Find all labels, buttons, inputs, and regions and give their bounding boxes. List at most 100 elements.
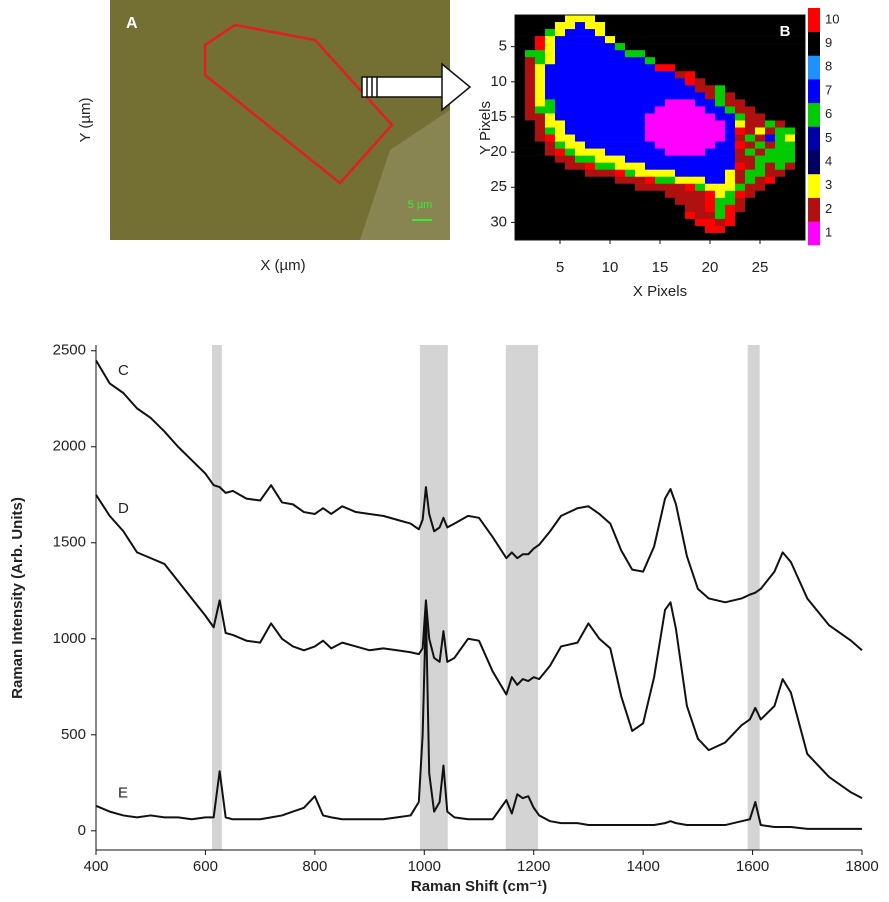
map-cell bbox=[565, 29, 576, 37]
map-cell bbox=[545, 148, 556, 156]
map-cell bbox=[625, 169, 636, 178]
map-cell bbox=[535, 218, 546, 227]
map-cell bbox=[685, 134, 696, 142]
map-cell bbox=[615, 36, 626, 44]
map-cell bbox=[625, 141, 636, 149]
map-cell bbox=[665, 183, 676, 192]
map-cell bbox=[595, 64, 606, 72]
map-cell bbox=[685, 127, 696, 135]
x-tick-label: 10 bbox=[602, 259, 619, 276]
map-cell bbox=[625, 176, 636, 185]
map-cell bbox=[655, 162, 666, 170]
map-cell bbox=[515, 15, 526, 23]
map-cell bbox=[645, 204, 656, 213]
map-cell bbox=[795, 169, 806, 178]
map-cell bbox=[565, 64, 576, 72]
map-cell bbox=[795, 99, 806, 107]
map-cell bbox=[525, 106, 536, 114]
map-cell bbox=[635, 113, 646, 121]
map-cell bbox=[615, 43, 626, 51]
map-cell bbox=[605, 43, 616, 51]
map-cell bbox=[595, 15, 606, 23]
map-cell bbox=[645, 29, 656, 37]
map-cell bbox=[705, 57, 716, 65]
map-cell bbox=[605, 113, 616, 121]
cluster-map: 5 10 15 20 25 5 10 15 20 25 30 1 2 3 4 5 6 7 8 9 10 bbox=[490, 8, 839, 276]
map-cell bbox=[695, 85, 706, 93]
map-cell bbox=[745, 176, 756, 185]
map-cell bbox=[535, 22, 546, 30]
map-cell bbox=[725, 43, 736, 51]
map-cell bbox=[745, 29, 756, 37]
map-cell bbox=[515, 113, 526, 121]
map-cell bbox=[625, 29, 636, 37]
map-cell bbox=[675, 127, 686, 135]
map-cell bbox=[595, 225, 606, 234]
map-cell bbox=[785, 176, 796, 185]
map-cell bbox=[735, 204, 746, 213]
map-cell bbox=[765, 155, 776, 163]
map-cell bbox=[605, 204, 616, 213]
map-cell bbox=[555, 232, 566, 241]
map-cell bbox=[525, 155, 536, 163]
map-cell bbox=[665, 85, 676, 93]
map-cell bbox=[545, 85, 556, 93]
map-cell bbox=[535, 36, 546, 44]
map-cell bbox=[645, 57, 656, 65]
map-cell bbox=[675, 64, 686, 72]
map-cell bbox=[645, 162, 656, 170]
y-tick-label: 2000 bbox=[53, 438, 86, 455]
x-tick-label: 1000 bbox=[408, 858, 441, 875]
map-cell bbox=[775, 197, 786, 206]
map-cell bbox=[675, 106, 686, 114]
map-cell bbox=[595, 113, 606, 121]
map-cell bbox=[745, 127, 756, 135]
map-cell bbox=[595, 43, 606, 51]
map-cell bbox=[605, 29, 616, 37]
map-cell bbox=[555, 57, 566, 65]
map-cell bbox=[715, 148, 726, 156]
map-cell bbox=[695, 43, 706, 51]
map-cell bbox=[655, 211, 666, 220]
x-tick-label: 800 bbox=[302, 858, 327, 875]
map-cell bbox=[655, 225, 666, 234]
map-cell bbox=[785, 106, 796, 114]
map-cell bbox=[685, 85, 696, 93]
map-cell bbox=[725, 29, 736, 37]
map-cell bbox=[655, 120, 666, 128]
map-cell bbox=[765, 78, 776, 86]
map-cell bbox=[565, 197, 576, 206]
map-cell bbox=[525, 22, 536, 30]
map-cell bbox=[555, 218, 566, 227]
map-cell bbox=[765, 113, 776, 121]
map-cell bbox=[745, 113, 756, 121]
map-cell bbox=[625, 134, 636, 142]
map-cell bbox=[595, 36, 606, 44]
map-cell bbox=[675, 120, 686, 128]
map-cell bbox=[685, 183, 696, 192]
series-label: D bbox=[118, 500, 129, 517]
map-cell bbox=[775, 218, 786, 227]
map-cell bbox=[705, 141, 716, 149]
y-axis-title: Raman Intensity (Arb. Units) bbox=[9, 497, 26, 699]
map-cell bbox=[635, 204, 646, 213]
map-cell bbox=[675, 211, 686, 220]
map-cell bbox=[685, 225, 696, 234]
x-axis-title: Raman Shift (cm⁻¹) bbox=[411, 878, 547, 895]
map-cell bbox=[735, 176, 746, 185]
map-cell bbox=[585, 22, 596, 30]
x-tick-label: 15 bbox=[652, 259, 669, 276]
map-cell bbox=[665, 190, 676, 199]
map-cell bbox=[685, 197, 696, 206]
map-cell bbox=[515, 134, 526, 142]
colorbar-label: 8 bbox=[825, 59, 832, 74]
map-cell bbox=[585, 120, 596, 128]
y-tick-label: 1500 bbox=[53, 534, 86, 551]
map-cell bbox=[635, 134, 646, 142]
map-cell bbox=[625, 85, 636, 93]
map-cell bbox=[555, 155, 566, 163]
map-cell bbox=[735, 211, 746, 220]
map-cell bbox=[605, 218, 616, 227]
map-cell bbox=[615, 120, 626, 128]
map-cell bbox=[725, 162, 736, 170]
